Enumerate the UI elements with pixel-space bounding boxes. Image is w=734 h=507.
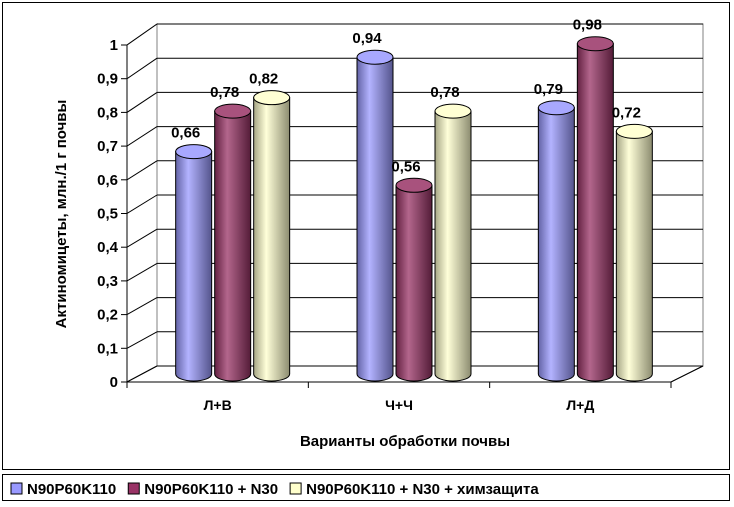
bar — [537, 100, 575, 382]
bar — [214, 103, 252, 382]
y-tick-label: 0,8 — [97, 104, 118, 121]
x-axis-title: Варианты обработки почвы — [300, 433, 510, 450]
y-tick-label: 0 — [110, 374, 118, 391]
bars — [175, 36, 653, 382]
x-tick-label: Ч+Ч — [385, 397, 413, 413]
chart-frame — [2, 2, 730, 470]
gridline-side — [126, 262, 158, 282]
y-tick-label: 1 — [110, 37, 118, 54]
legend-label: N90P60K110 — [27, 481, 116, 498]
bar — [175, 144, 213, 382]
bar-body — [214, 110, 252, 382]
y-axis-title: Актиномицеты, млн./1 г почвы — [53, 100, 70, 329]
gridline-side — [126, 331, 158, 349]
gridline-side — [126, 297, 158, 316]
bar-body — [537, 107, 575, 382]
data-label: 0,78 — [430, 84, 459, 101]
bar-top — [253, 90, 291, 106]
gridline-side — [126, 194, 158, 214]
bar-top — [175, 144, 213, 160]
side-wall — [126, 23, 158, 383]
y-tick-label: 0,1 — [97, 340, 118, 357]
x-tick-label: Л+В — [204, 397, 232, 413]
bar — [253, 90, 291, 382]
gridline-side — [126, 57, 158, 80]
legend-item: N90P60K110 + N30 + химзащита — [289, 481, 539, 498]
bar-top — [214, 103, 252, 119]
gridline-side — [126, 365, 158, 383]
bar-top — [356, 49, 394, 65]
axes: 0 0,1 0,2 0,3 0,4 0,5 0,6 0,7 0,8 0,9 1 Л+В Ч+Ч Л+Д — [97, 37, 704, 413]
bar-top — [395, 177, 433, 193]
bar-body — [175, 151, 213, 382]
y-tick-label: 0,6 — [97, 172, 118, 189]
bar-chart: 0 0,1 0,2 0,3 0,4 0,5 0,6 0,7 0,8 0,9 1 Л+В Ч+Ч Л+Д 0… — [53, 17, 704, 450]
data-labels: 0,66 0,78 0,82 0,94 0,56 0,78 0,79 0,98 0,72 — [171, 17, 641, 176]
legend: N90P60K110 N90P60K110 + N30 N90P60K110 + N… — [2, 474, 730, 501]
y-tick-label: 0,4 — [97, 239, 119, 256]
data-label: 0,78 — [210, 84, 239, 101]
x-tick-label: Л+Д — [566, 397, 594, 413]
legend-item: N90P60K110 + N30 — [127, 481, 278, 498]
legend-swatch — [127, 482, 140, 495]
y-tick-label: 0,5 — [97, 206, 118, 223]
bar — [395, 177, 433, 382]
gridline-side — [126, 23, 158, 46]
bar — [434, 103, 472, 382]
bar-top — [537, 100, 575, 116]
floor-edge — [670, 365, 704, 383]
data-label: 0,94 — [352, 30, 382, 47]
bar-top — [615, 123, 653, 139]
gridline-side — [126, 228, 158, 248]
y-tick-label: 0,7 — [97, 138, 118, 155]
bar — [356, 49, 394, 382]
legend-swatch — [289, 482, 302, 495]
bar — [615, 123, 653, 382]
gridline-side — [126, 160, 158, 181]
gridline-side — [126, 126, 158, 147]
bar-body — [253, 97, 291, 382]
legend-label: N90P60K110 + N30 — [144, 481, 278, 498]
legend-item: N90P60K110 — [10, 481, 116, 498]
y-tick-label: 0,2 — [97, 307, 118, 324]
y-tick-label: 0,3 — [97, 273, 118, 290]
bar-body — [356, 56, 394, 382]
bar — [576, 36, 614, 382]
bar-body — [615, 130, 653, 382]
data-label: 0,82 — [249, 71, 278, 88]
y-tick-label: 0,9 — [97, 71, 118, 88]
bar-body — [434, 110, 472, 382]
bar-top — [576, 36, 614, 52]
gridline-side — [126, 91, 158, 113]
data-label: 0,98 — [573, 17, 602, 34]
data-label: 0,66 — [171, 125, 200, 142]
data-label: 0,56 — [391, 158, 420, 175]
bar-top — [434, 103, 472, 119]
bar-body — [576, 43, 614, 382]
bar-body — [395, 184, 433, 382]
data-label: 0,72 — [612, 104, 641, 121]
legend-label: N90P60K110 + N30 + химзащита — [306, 481, 539, 498]
legend-swatch — [10, 482, 23, 495]
data-label: 0,79 — [534, 81, 563, 98]
